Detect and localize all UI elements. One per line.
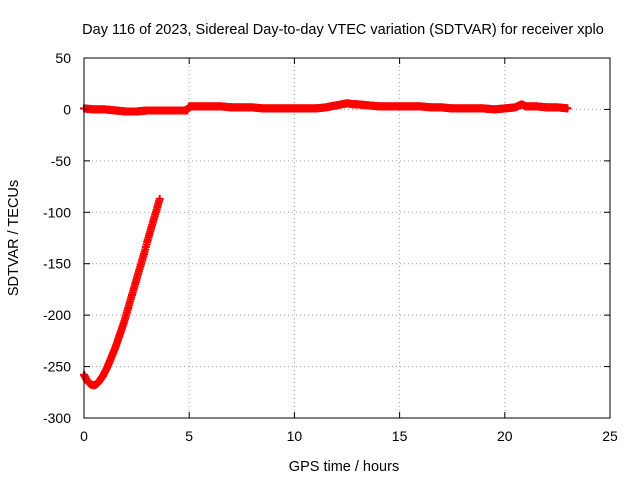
x-tick-label: 20 xyxy=(497,428,513,444)
y-tick-label: 50 xyxy=(55,50,71,66)
x-tick-label: 15 xyxy=(392,428,408,444)
axis-ticks: 0 5 10 15 20 25 50 0 -50 -100 -150 -200 -250 -300 xyxy=(43,50,618,444)
y-tick-label: -200 xyxy=(43,307,71,323)
x-tick-label: 5 xyxy=(185,428,193,444)
plot-frame xyxy=(83,57,611,419)
y-tick-label: 0 xyxy=(63,101,71,117)
series-1 xyxy=(80,99,572,116)
y-tick-label: -250 xyxy=(43,359,71,375)
y-tick-label: -100 xyxy=(43,204,71,220)
data-point xyxy=(563,104,572,113)
grid xyxy=(84,58,610,418)
y-tick-label: -50 xyxy=(51,153,71,169)
y-tick-label: -300 xyxy=(43,410,71,426)
y-tick-label: -150 xyxy=(43,256,71,272)
y-axis-label: SDTVAR / TECUs xyxy=(6,180,22,296)
x-tick-label: 25 xyxy=(602,428,618,444)
data-points xyxy=(80,99,572,390)
data-point xyxy=(155,194,164,203)
x-tick-label: 10 xyxy=(287,428,303,444)
series-2 xyxy=(80,194,164,390)
x-axis-label: GPS time / hours xyxy=(289,459,399,475)
x-tick-label: 0 xyxy=(80,428,88,444)
chart-title: Day 116 of 2023, Sidereal Day-to-day VTE… xyxy=(82,22,604,38)
